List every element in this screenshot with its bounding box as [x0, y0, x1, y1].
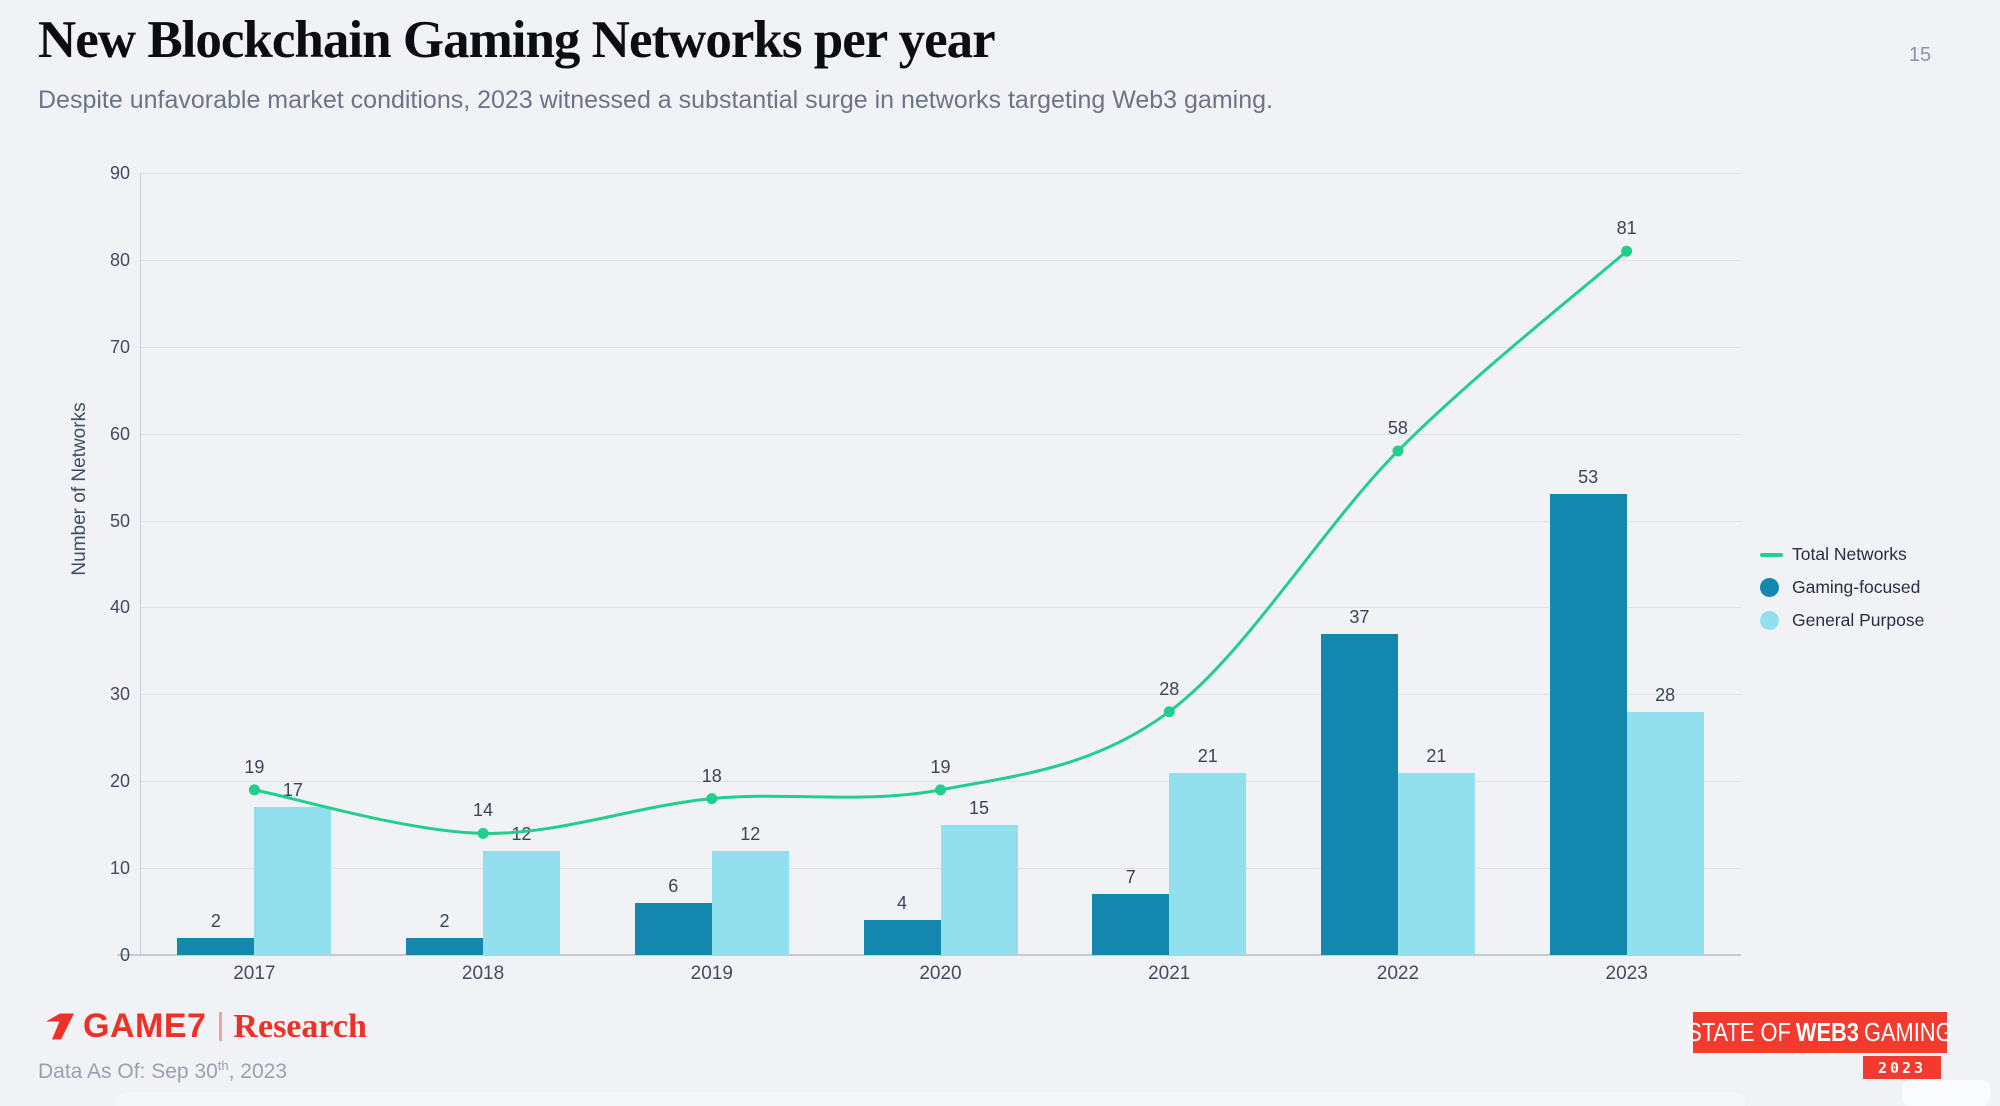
general-purpose-value-label: 21: [1426, 745, 1447, 766]
gaming-focused-bar-2017: [177, 937, 255, 955]
chart-legend: Total Networks Gaming-focused General Purp…: [1760, 538, 1924, 637]
y-tick-label: 40: [109, 597, 130, 618]
general-purpose-value-label: 12: [511, 823, 532, 844]
y-tick-label: 60: [109, 423, 130, 444]
y-tick-label: 0: [119, 945, 130, 965]
general-purpose-bar-2023: [1626, 711, 1704, 955]
gaming-focused-value-label: 37: [1349, 606, 1370, 627]
total-value-label-2021: 28: [1159, 678, 1180, 699]
line-point-2023: [1621, 245, 1633, 257]
gaming-focused-bar-2018: [406, 937, 484, 955]
gaming-focused-value-label: 7: [1125, 867, 1136, 888]
line-point-2021: [1163, 706, 1175, 718]
badge-text: STATE OF: [1687, 1017, 1791, 1047]
gaming-focused-bar-2023: [1549, 494, 1627, 955]
legend-label: General Purpose: [1792, 610, 1925, 630]
gaming-focused-value-label: 6: [668, 875, 679, 896]
total-value-label-2018: 14: [473, 800, 494, 821]
gridline: [140, 433, 1741, 435]
data-as-of: Data As Of: Sep 30th, 2023: [38, 1058, 288, 1083]
bottom-corner-chip: [1902, 1080, 1990, 1106]
x-tick-label: 2022: [1376, 963, 1420, 984]
x-tick-label: 2017: [233, 963, 276, 984]
y-tick-label: 10: [109, 858, 130, 879]
total-value-label-2017: 19: [244, 756, 265, 777]
page-title: New Blockchain Gaming Networks per year: [38, 11, 996, 69]
legend-item-gaming-focused: Gaming-focused: [1760, 571, 1924, 604]
gaming-focused-value-label: 53: [1578, 467, 1599, 488]
y-axis-line: [140, 173, 141, 955]
general-purpose-bar-2019: [711, 850, 789, 955]
gaming-focused-bar-2022: [1320, 633, 1398, 955]
gridline: [140, 781, 1741, 783]
legend-item-general-purpose: General Purpose: [1760, 604, 1924, 637]
general-purpose-bar-2018: [483, 850, 561, 955]
gaming-focused-dot-swatch-icon: [1760, 578, 1779, 597]
total-value-label-2023: 81: [1616, 218, 1637, 239]
general-purpose-bar-2020: [940, 824, 1018, 955]
y-axis-title: Number of Networks: [69, 402, 90, 576]
gridline: [140, 694, 1741, 696]
y-tick-label: 70: [109, 336, 130, 357]
brand-divider: [219, 1012, 223, 1041]
line-point-2022: [1392, 445, 1404, 457]
total-value-label-2019: 18: [701, 765, 722, 786]
general-purpose-value-label: 17: [282, 780, 303, 801]
y-tick-label: 90: [109, 163, 130, 183]
gaming-focused-value-label: 2: [439, 910, 450, 931]
total-networks-line-swatch-icon: [1760, 552, 1783, 557]
x-tick-label: 2023: [1605, 963, 1648, 984]
gaming-focused-value-label: 2: [210, 910, 221, 931]
gaming-focused-bar-2019: [634, 902, 712, 955]
general-purpose-bar-2017: [254, 807, 332, 955]
general-purpose-bar-2022: [1397, 772, 1475, 955]
x-axis-line: [117, 954, 1741, 956]
page-subtitle: Despite unfavorable market conditions, 2…: [38, 86, 1273, 114]
page-number: 15: [1908, 44, 1932, 66]
general-purpose-value-label: 28: [1655, 684, 1676, 705]
brand-logo: GAME7 Research: [44, 1007, 367, 1046]
brand-name: GAME7: [83, 1007, 207, 1045]
game7-mark-icon: [46, 1013, 74, 1040]
gridline: [140, 346, 1741, 348]
state-of-web3-gaming-badge: STATE OF WEB3 GAMING: [1687, 1012, 1953, 1053]
gridline: [140, 520, 1741, 522]
gridline: [140, 607, 1741, 609]
badge-text: GAMING: [1864, 1017, 1953, 1047]
legend-item-total-networks: Total Networks: [1760, 538, 1924, 571]
x-tick-label: 2021: [1148, 963, 1191, 984]
total-value-label-2020: 19: [930, 756, 951, 777]
gridline: [140, 173, 1741, 174]
total-value-label-2022: 58: [1387, 418, 1408, 439]
gridline: [140, 259, 1741, 261]
x-tick-label: 2020: [919, 963, 962, 984]
x-tick-label: 2019: [690, 963, 733, 984]
legend-label: Gaming-focused: [1792, 577, 1921, 597]
badge-text-bold: WEB3: [1795, 1017, 1860, 1047]
general-purpose-value-label: 21: [1197, 745, 1218, 766]
general-purpose-bar-2021: [1169, 772, 1247, 955]
legend-label: Total Networks: [1792, 544, 1907, 564]
general-purpose-dot-swatch-icon: [1760, 611, 1779, 630]
general-purpose-value-label: 12: [740, 823, 761, 844]
general-purpose-value-label: 15: [968, 797, 990, 818]
gaming-focused-bar-2020: [863, 920, 941, 955]
line-point-2019: [706, 793, 718, 805]
gaming-focused-bar-2021: [1092, 894, 1170, 955]
y-tick-label: 80: [109, 249, 130, 270]
badge-year: 2023: [1863, 1056, 1941, 1079]
brand-division: Research: [233, 1007, 367, 1045]
y-tick-label: 20: [109, 771, 130, 792]
y-tick-label: 30: [109, 684, 130, 705]
gaming-focused-value-label: 4: [896, 893, 907, 914]
bottom-edge-band: [117, 1092, 1745, 1106]
x-tick-label: 2018: [461, 963, 505, 984]
y-tick-label: 50: [109, 510, 130, 531]
line-point-2020: [935, 784, 946, 796]
